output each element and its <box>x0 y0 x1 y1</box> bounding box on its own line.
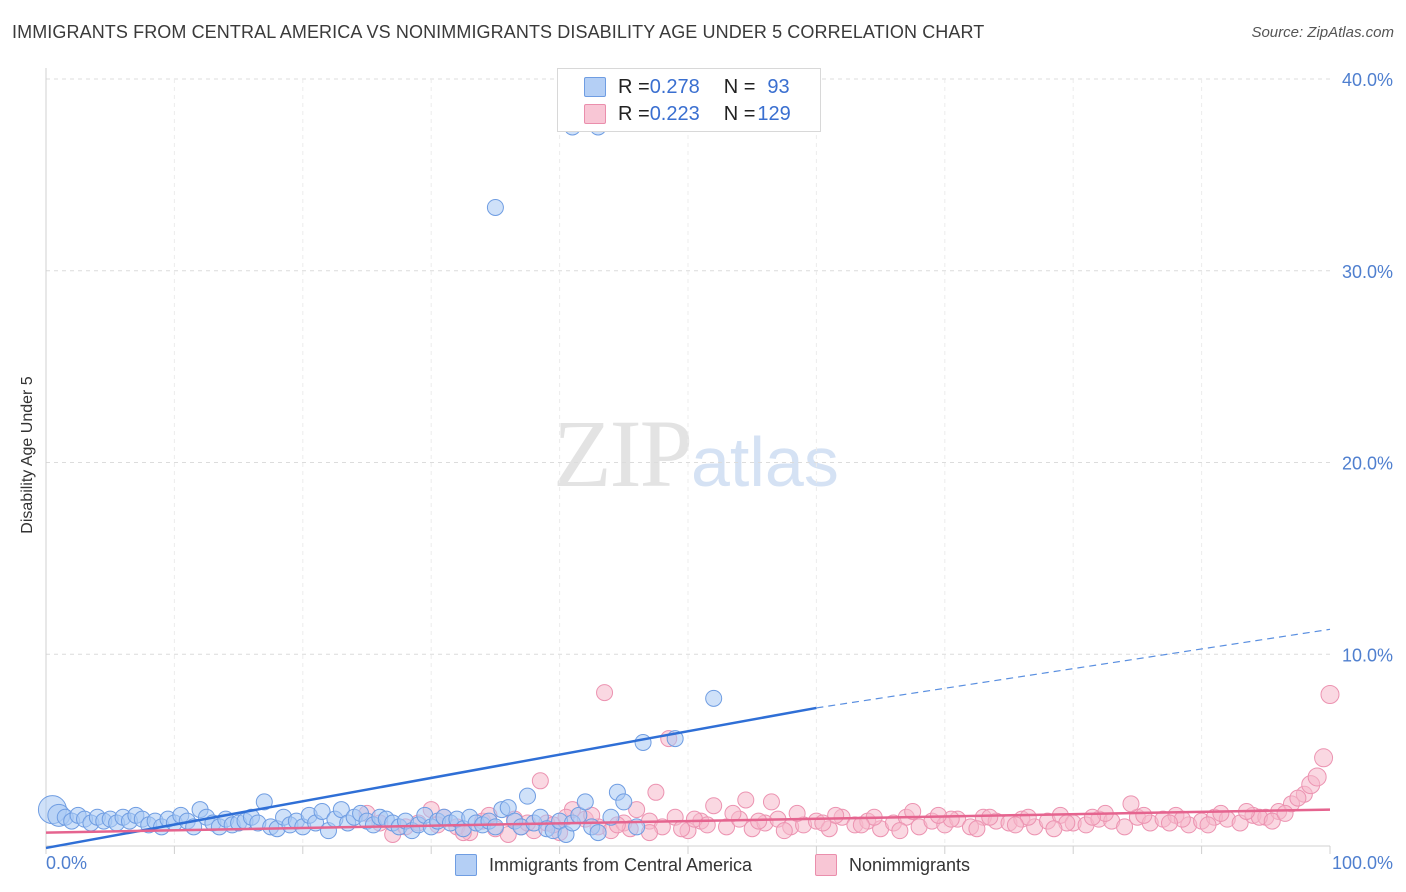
data-point-immigrants <box>486 198 504 216</box>
trendline-nonimmigrants <box>45 808 1331 834</box>
legend-r-label: R = <box>618 102 650 125</box>
legend-n-value: 93 <box>767 75 790 98</box>
data-point-nonimmigrants <box>1263 812 1281 830</box>
data-point-immigrants <box>486 818 504 836</box>
legend-row-pink: R = 0.223 N = 129 <box>558 101 791 127</box>
data-point-nonimmigrants <box>1314 748 1334 768</box>
data-point-nonimmigrants <box>1161 814 1178 832</box>
data-point-immigrants <box>615 793 633 811</box>
source-label: Source: ZipAtlas.com <box>1251 24 1394 41</box>
data-point-nonimmigrants <box>1083 808 1101 826</box>
data-point-nonimmigrants <box>1019 808 1037 826</box>
trendline-immigrants <box>45 706 817 850</box>
data-point-nonimmigrants <box>1045 820 1063 838</box>
data-point-nonimmigrants <box>904 802 922 820</box>
legend-swatch-immigrants <box>455 854 477 876</box>
data-point-nonimmigrants <box>762 793 780 811</box>
y-tick-label: 30.0% <box>1342 262 1393 282</box>
chart-title: IMMIGRANTS FROM CENTRAL AMERICA VS NONIM… <box>12 22 985 42</box>
data-point-nonimmigrants <box>531 772 549 790</box>
data-point-nonimmigrants <box>891 822 909 840</box>
data-point-nonimmigrants <box>705 797 723 815</box>
data-point-immigrants <box>519 787 536 805</box>
data-point-nonimmigrants <box>647 783 665 801</box>
legend-n-value: 129 <box>757 102 791 125</box>
legend-item-immigrants: Immigrants from Central America <box>455 852 752 878</box>
data-point-nonimmigrants <box>1006 816 1024 834</box>
legend-r-label: R = <box>618 75 650 98</box>
data-point-immigrants <box>313 802 331 820</box>
data-point-nonimmigrants <box>1116 818 1134 836</box>
data-point-immigrants <box>705 689 723 707</box>
data-point-nonimmigrants <box>673 820 691 838</box>
data-point-nonimmigrants <box>1320 685 1340 705</box>
data-point-nonimmigrants <box>1122 795 1140 813</box>
data-point-nonimmigrants <box>1199 816 1217 834</box>
legend-row-blue: R = 0.278 N = 93 <box>558 74 790 100</box>
legend-label-nonimmigrants: Nonimmigrants <box>849 854 971 875</box>
data-point-immigrants <box>634 733 652 751</box>
legend-swatch-blue <box>584 77 606 97</box>
legend-r-value: 0.223 <box>649 102 700 125</box>
data-point-immigrants <box>576 793 594 811</box>
data-point-nonimmigrants <box>698 816 716 834</box>
tick-labels: 10.0% 20.0% 30.0% 40.0% 0.0% 100.0% <box>46 70 1393 873</box>
y-tick-label: 40.0% <box>1342 70 1393 90</box>
data-point-nonimmigrants <box>596 684 614 702</box>
legend-r-value: 0.278 <box>649 75 700 98</box>
x-tick-label: 0.0% <box>46 853 87 873</box>
data-point-nonimmigrants <box>1212 804 1230 822</box>
trendline-immigrants-extension <box>816 628 1331 709</box>
data-point-nonimmigrants <box>981 808 999 826</box>
data-point-nonimmigrants <box>737 791 755 809</box>
data-point-immigrants <box>589 824 607 842</box>
legend-n-label: N = <box>723 75 756 98</box>
data-point-nonimmigrants <box>788 804 806 822</box>
trendlines <box>45 628 1331 850</box>
legend-item-nonimmigrants: Nonimmigrants <box>815 852 970 878</box>
data-point-nonimmigrants <box>1289 789 1307 807</box>
watermark-zip: ZIP <box>553 400 693 507</box>
data-point-immigrants <box>255 793 273 811</box>
x-tick-label: 100.0% <box>1332 853 1393 873</box>
legend-swatch-pink <box>584 104 606 124</box>
legend-label-immigrants: Immigrants from Central America <box>489 854 753 875</box>
data-point-nonimmigrants <box>1135 806 1153 824</box>
y-tick-label: 20.0% <box>1342 454 1393 474</box>
stats-legend: R = 0.278 N = 93 R = 0.223 N = 129 <box>557 68 821 132</box>
legend-n-label: N = <box>723 102 756 125</box>
grid <box>45 68 1331 854</box>
data-point-nonimmigrants <box>968 820 986 838</box>
y-tick-label: 10.0% <box>1342 645 1393 665</box>
data-point-nonimmigrants <box>1307 767 1327 787</box>
data-point-nonimmigrants <box>628 801 646 819</box>
data-point-nonimmigrants <box>775 822 793 840</box>
data-point-nonimmigrants <box>1276 804 1294 822</box>
legend-swatch-nonimmigrants <box>815 854 837 876</box>
series-immigrants <box>37 118 723 843</box>
